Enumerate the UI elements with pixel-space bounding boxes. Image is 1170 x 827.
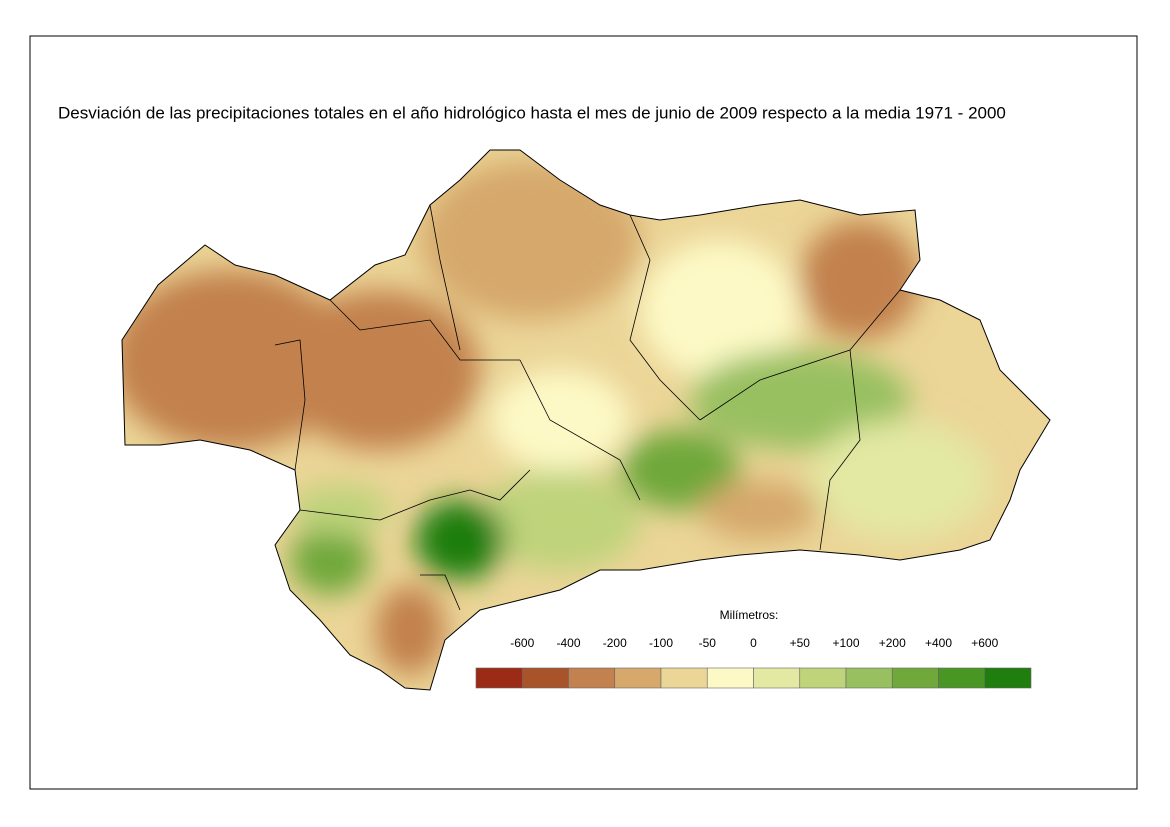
legend-label: -600 [510,636,534,650]
legend-label: -200 [603,636,627,650]
province-borders [274,204,901,611]
legend-swatch [475,667,523,689]
legend-label: +100 [832,636,859,650]
legend-label: -400 [556,636,580,650]
legend-swatch [706,667,754,689]
legend-swatch [938,667,986,689]
legend-label: -50 [699,636,717,650]
legend-title: Milímetros: [720,608,779,622]
legend-swatch [660,667,708,689]
legend-swatch [614,667,662,689]
legend-label: 0 [750,636,757,650]
legend-swatch [568,667,616,689]
legend: -600 -400 -200 -100 -50 0 +50 +100 +200 +400 +600 [475,636,1032,689]
legend-label: +200 [879,636,906,650]
legend-swatch [753,667,801,689]
legend-label: +400 [925,636,952,650]
legend-swatch [891,667,939,689]
legend-swatch [845,667,893,689]
legend-label: +50 [790,636,811,650]
legend-swatch [984,667,1032,689]
legend-swatch [521,667,569,689]
legend-swatch [799,667,847,689]
legend-label: -100 [649,636,673,650]
legend-label: +600 [971,636,998,650]
map-title: Desviación de las precipitaciones totale… [58,103,1006,122]
